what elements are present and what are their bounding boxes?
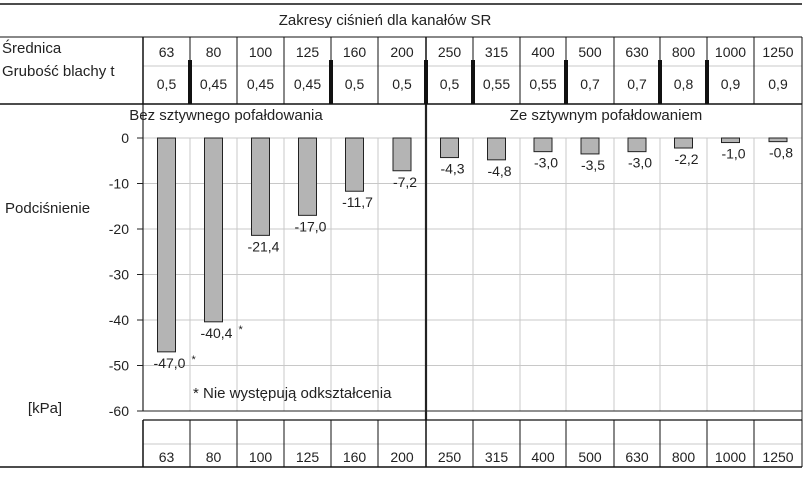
x-category-label-100: 100 [249,449,273,465]
header-diameter-1250: 1250 [762,44,793,60]
value-label-80: -40,4 [201,325,233,341]
bar-1250 [768,137,788,143]
bar-250 [440,137,459,159]
header-thickness-630: 0,7 [627,76,647,92]
header-diameter-400: 400 [531,44,555,60]
x-category-label-160: 160 [343,449,367,465]
value-label-500: -3,5 [581,157,605,173]
value-label-1000: -1,0 [721,146,745,162]
header-diameter-80: 80 [206,44,222,60]
y-axis-title: Podciśnienie [5,200,90,217]
bar-160 [345,137,364,192]
section-left-label: Bez sztywnego pofałdowania [129,107,323,124]
header-thickness-1000: 0,9 [721,76,741,92]
header-diameter-125: 125 [296,44,320,60]
thickness-change-marker [424,60,428,104]
header-thickness-80: 0,45 [200,76,227,92]
header-thickness-500: 0,7 [580,76,600,92]
bar-500 [580,137,600,155]
x-category-label-630: 630 [625,449,649,465]
bar-125 [298,137,317,216]
x-category-label-1000: 1000 [715,449,746,465]
y-tick-label: -20 [109,221,129,237]
header-diameter-800: 800 [672,44,696,60]
y-tick-label: -50 [109,358,129,374]
value-label-800: -2,2 [674,151,698,167]
x-category-label-80: 80 [206,449,222,465]
x-category-label-400: 400 [531,449,555,465]
thickness-change-marker [188,60,192,104]
y-tick-label: -30 [109,267,129,283]
bar-100 [251,137,270,236]
thickness-change-marker [658,60,662,104]
header-thickness-315: 0,55 [483,76,510,92]
header-thickness-125: 0,45 [294,76,321,92]
value-label-1250: -0,8 [769,145,793,161]
deformation-star-80: * [239,324,244,336]
thickness-change-marker [564,60,568,104]
thickness-change-marker [705,60,709,104]
header-diameter-200: 200 [390,44,414,60]
header-diameter-315: 315 [485,44,509,60]
header-thickness-160: 0,5 [345,76,365,92]
x-category-label-250: 250 [438,449,462,465]
table-title: Zakresy ciśnień dla kanałów SR [279,12,492,29]
value-label-400: -3,0 [534,155,558,171]
table-layer: 63 0,5 80 0,45 100 0,45 125 0,45 160 0,5 200 0,5 250… [0,3,803,468]
value-label-63: -47,0 [154,355,186,371]
header-thickness-63: 0,5 [157,76,177,92]
y-tick-label: -10 [109,176,129,192]
diameter-row-label: Średnica [2,39,62,57]
header-thickness-400: 0,55 [529,76,556,92]
value-label-630: -3,0 [628,155,652,171]
x-category-label-200: 200 [390,449,414,465]
footnote: * Nie występują odkształcenia [193,385,392,402]
header-diameter-630: 630 [625,44,649,60]
y-tick-label: -40 [109,312,129,328]
header-thickness-100: 0,45 [247,76,274,92]
deformation-star-63: * [192,354,197,366]
header-diameter-250: 250 [438,44,462,60]
thickness-row-label: Grubość blachy t [2,63,115,80]
section-right-label: Ze sztywnym pofałdowaniem [510,107,703,124]
x-category-label-800: 800 [672,449,696,465]
header-thickness-1250: 0,9 [768,76,788,92]
header-diameter-500: 500 [578,44,602,60]
value-label-200: -7,2 [393,174,417,190]
header-thickness-250: 0,5 [440,76,460,92]
bar-800 [674,137,693,149]
bar-63 [157,137,176,353]
bar-400 [533,137,553,153]
header-thickness-800: 0,8 [674,76,694,92]
y-tick-label: -60 [109,403,129,419]
bar-layer: -47,0 * -40,4 * -21,4 -17,0 -11,7 -7,2 -4,3 -4,8 -… [154,137,793,371]
x-category-label-1250: 1250 [762,449,793,465]
value-label-160: -11,7 [342,194,373,210]
thickness-change-marker [471,60,475,104]
bar-315 [487,137,506,161]
y-axis-unit: [kPa] [28,400,62,417]
x-category-label-315: 315 [485,449,509,465]
bar-630 [627,137,647,153]
value-label-250: -4,3 [440,161,464,177]
x-category-label-500: 500 [578,449,602,465]
header-diameter-100: 100 [249,44,273,60]
x-category-label-125: 125 [296,449,320,465]
value-label-100: -21,4 [248,238,280,254]
header-diameter-1000: 1000 [715,44,746,60]
thickness-change-marker [329,60,333,104]
bar-200 [392,137,412,172]
bar-80 [204,137,223,323]
value-label-125: -17,0 [295,218,327,234]
value-label-315: -4,8 [487,163,511,179]
grid-layer: 0 -10 -20 -30 -40 -50 -60 [109,104,803,467]
bar-1000 [721,137,740,144]
header-diameter-160: 160 [343,44,367,60]
x-category-label-63: 63 [159,449,175,465]
header-thickness-200: 0,5 [392,76,412,92]
header-diameter-63: 63 [159,44,175,60]
y-tick-label: 0 [121,130,129,146]
